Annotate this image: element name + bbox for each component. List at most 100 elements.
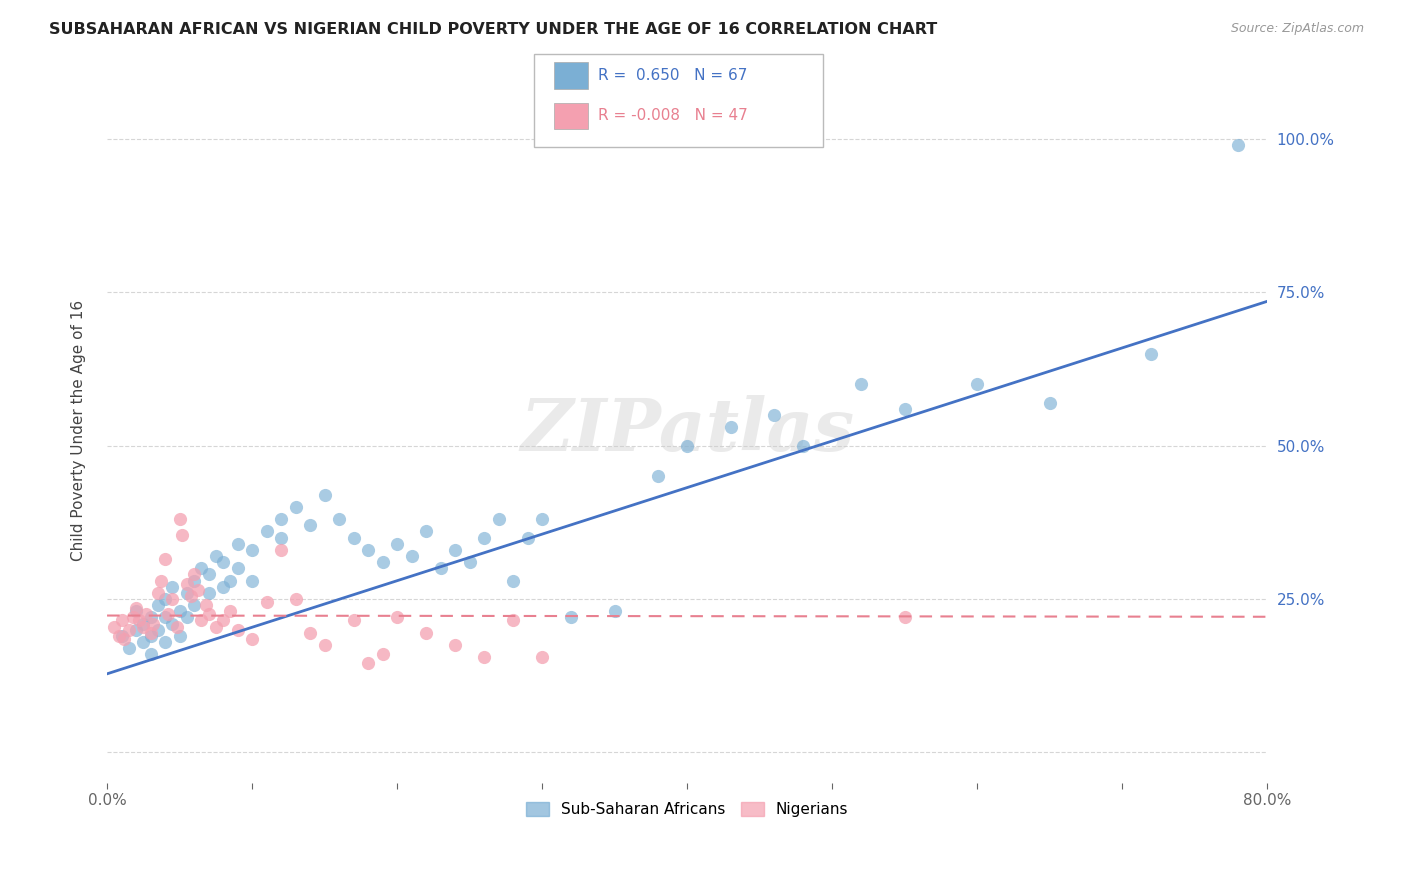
Point [110, 629, 132, 643]
Point [128, 614, 150, 628]
Point [139, 629, 162, 643]
Point [226, 623, 249, 637]
Point [190, 614, 212, 628]
Point [146, 623, 169, 637]
Point [219, 574, 242, 588]
Point [792, 439, 814, 453]
Legend: Sub-Saharan Africans, Nigerians: Sub-Saharan Africans, Nigerians [519, 795, 856, 825]
Point [132, 619, 155, 633]
Point [385, 610, 408, 624]
Point [135, 607, 157, 622]
Point [385, 537, 408, 551]
Point [401, 549, 423, 563]
Point [125, 601, 148, 615]
Point [180, 589, 202, 603]
Point [118, 641, 141, 656]
Point [240, 632, 263, 646]
Point [1038, 395, 1060, 409]
Point [176, 586, 198, 600]
Point [172, 527, 194, 541]
Point [603, 604, 626, 618]
Point [444, 638, 467, 652]
Text: R =  0.650   N = 67: R = 0.650 N = 67 [598, 69, 747, 83]
Point [256, 524, 278, 539]
Point [371, 647, 394, 661]
Point [357, 657, 380, 671]
Point [169, 512, 191, 526]
Point [472, 531, 495, 545]
Point [194, 598, 217, 612]
Point [226, 537, 249, 551]
Point [256, 595, 278, 609]
Point [415, 524, 437, 539]
Point [197, 586, 219, 600]
Point [153, 610, 176, 624]
Text: SUBSAHARAN AFRICAN VS NIGERIAN CHILD POVERTY UNDER THE AGE OF 16 CORRELATION CHA: SUBSAHARAN AFRICAN VS NIGERIAN CHILD POV… [49, 22, 938, 37]
Point [342, 531, 364, 545]
Point [270, 542, 292, 557]
Point [429, 561, 451, 575]
Point [966, 377, 988, 392]
Point [284, 591, 307, 606]
Point [169, 629, 191, 643]
Point [299, 518, 322, 533]
Point [371, 555, 394, 569]
Point [212, 580, 235, 594]
Point [197, 567, 219, 582]
Point [720, 420, 742, 434]
Point [516, 531, 538, 545]
Point [142, 616, 165, 631]
Point [107, 629, 129, 643]
Point [153, 591, 176, 606]
Point [270, 512, 292, 526]
Point [647, 469, 669, 483]
Point [240, 542, 263, 557]
Point [357, 542, 380, 557]
Point [328, 512, 350, 526]
Point [488, 512, 510, 526]
Point [893, 610, 915, 624]
Point [183, 574, 205, 588]
Point [415, 625, 437, 640]
Text: R = -0.008   N = 47: R = -0.008 N = 47 [598, 109, 748, 123]
Point [139, 625, 162, 640]
Point [132, 635, 155, 649]
Point [444, 542, 467, 557]
Point [139, 610, 162, 624]
Point [502, 614, 524, 628]
Point [176, 610, 198, 624]
Point [212, 614, 235, 628]
Point [560, 610, 582, 624]
Point [162, 580, 184, 594]
Point [166, 619, 188, 633]
Point [226, 561, 249, 575]
Point [110, 614, 132, 628]
Point [162, 591, 184, 606]
Point [763, 408, 786, 422]
Point [190, 561, 212, 575]
Point [153, 635, 176, 649]
Point [676, 439, 699, 453]
Point [1140, 346, 1163, 360]
Point [149, 574, 172, 588]
Point [183, 567, 205, 582]
Point [1227, 137, 1250, 152]
Point [103, 619, 125, 633]
Text: Source: ZipAtlas.com: Source: ZipAtlas.com [1230, 22, 1364, 36]
Point [472, 650, 495, 665]
Point [125, 604, 148, 618]
Point [169, 604, 191, 618]
Point [212, 555, 235, 569]
Point [240, 574, 263, 588]
Point [156, 607, 179, 622]
Point [342, 614, 364, 628]
Point [284, 500, 307, 514]
Point [132, 616, 155, 631]
Point [122, 610, 145, 624]
Point [176, 576, 198, 591]
Point [118, 623, 141, 637]
Point [219, 604, 242, 618]
Point [139, 647, 162, 661]
Y-axis label: Child Poverty Under the Age of 16: Child Poverty Under the Age of 16 [72, 300, 86, 561]
Point [146, 586, 169, 600]
